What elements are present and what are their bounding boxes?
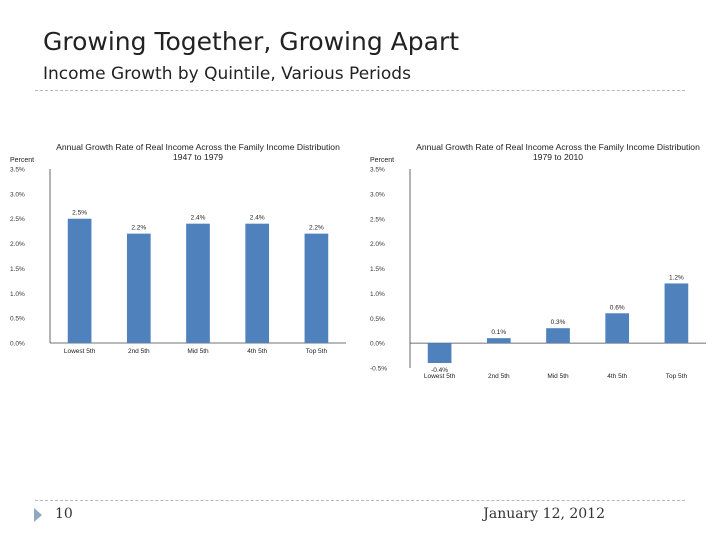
- bar-top-5th: [664, 283, 689, 344]
- y-tick-label: 3.5%: [370, 167, 385, 174]
- bar-top-5th: [304, 233, 329, 343]
- bar-4th-5th: [245, 223, 270, 343]
- bar-mid-5th: [186, 223, 210, 343]
- x-tick-label: 4th 5th: [607, 373, 627, 380]
- data-label: 2.4%: [250, 215, 265, 222]
- y-tick-label: 1.5%: [10, 266, 25, 273]
- page-number: 10: [55, 506, 73, 522]
- top-divider: [35, 90, 685, 91]
- bar-4th-5th: [605, 313, 630, 344]
- y-tick-label: 0.0%: [370, 341, 385, 348]
- data-label: 2.2%: [309, 225, 324, 232]
- footer-arrow-icon: [34, 508, 42, 522]
- y-tick-label: 0.5%: [10, 316, 25, 323]
- bar-mid-5th: [546, 328, 570, 344]
- chart-subtitle: 1947 to 1979: [173, 152, 223, 162]
- chart-1947-1979: Annual Growth Rate of Real Income Across…: [8, 138, 353, 373]
- x-tick-label: Top 5th: [306, 348, 328, 355]
- bar-2nd-5th: [126, 233, 151, 343]
- y-tick-label: 1.0%: [10, 291, 25, 298]
- data-label: 2.2%: [131, 225, 146, 232]
- data-label: -0.4%: [431, 367, 448, 374]
- x-tick-label: 4th 5th: [247, 348, 267, 355]
- data-label: 2.4%: [191, 215, 206, 222]
- slide-subtitle: Income Growth by Quintile, Various Perio…: [43, 64, 411, 84]
- y-tick-label: 2.5%: [370, 216, 385, 223]
- y-tick-label: 2.5%: [10, 216, 25, 223]
- x-tick-label: Lowest 5th: [424, 373, 456, 380]
- data-label: 0.1%: [491, 329, 506, 336]
- y-tick-label: 3.5%: [10, 167, 25, 174]
- y-tick-label: 1.5%: [370, 266, 385, 273]
- y-axis-label: Percent: [370, 157, 394, 164]
- y-tick-label: 2.0%: [370, 241, 385, 248]
- x-tick-label: Mid 5th: [187, 348, 209, 355]
- chart-subtitle: 1979 to 2010: [533, 152, 583, 162]
- y-tick-label: -0.5%: [370, 366, 387, 373]
- data-label: 2.5%: [72, 210, 87, 217]
- chart-title: Annual Growth Rate of Real Income Across…: [416, 142, 700, 152]
- y-axis-label: Percent: [10, 157, 34, 164]
- bar-lowest-5th: [427, 343, 452, 364]
- y-tick-label: 2.0%: [10, 241, 25, 248]
- bar-2nd-5th: [486, 338, 511, 344]
- data-label: 0.3%: [551, 319, 566, 326]
- bar-lowest-5th: [67, 218, 92, 343]
- x-tick-label: Lowest 5th: [64, 348, 96, 355]
- chart-title: Annual Growth Rate of Real Income Across…: [56, 142, 340, 152]
- chart-svg: Annual Growth Rate of Real Income Across…: [370, 142, 706, 380]
- y-tick-label: 0.5%: [370, 316, 385, 323]
- y-tick-label: 3.0%: [10, 191, 25, 198]
- x-tick-label: Mid 5th: [547, 373, 569, 380]
- x-tick-label: 2nd 5th: [488, 373, 510, 380]
- x-tick-label: Top 5th: [666, 373, 688, 380]
- y-tick-label: 3.0%: [370, 191, 385, 198]
- chart-1979-2010: Annual Growth Rate of Real Income Across…: [368, 138, 713, 388]
- data-label: 1.2%: [669, 274, 684, 281]
- chart-svg: Annual Growth Rate of Real Income Across…: [10, 142, 346, 355]
- slide-title: Growing Together, Growing Apart: [43, 27, 460, 56]
- footer-date: January 12, 2012: [483, 506, 605, 522]
- x-tick-label: 2nd 5th: [128, 348, 150, 355]
- y-tick-label: 0.0%: [10, 341, 25, 348]
- y-tick-label: 1.0%: [370, 291, 385, 298]
- bottom-divider: [35, 500, 685, 501]
- data-label: 0.6%: [610, 304, 625, 311]
